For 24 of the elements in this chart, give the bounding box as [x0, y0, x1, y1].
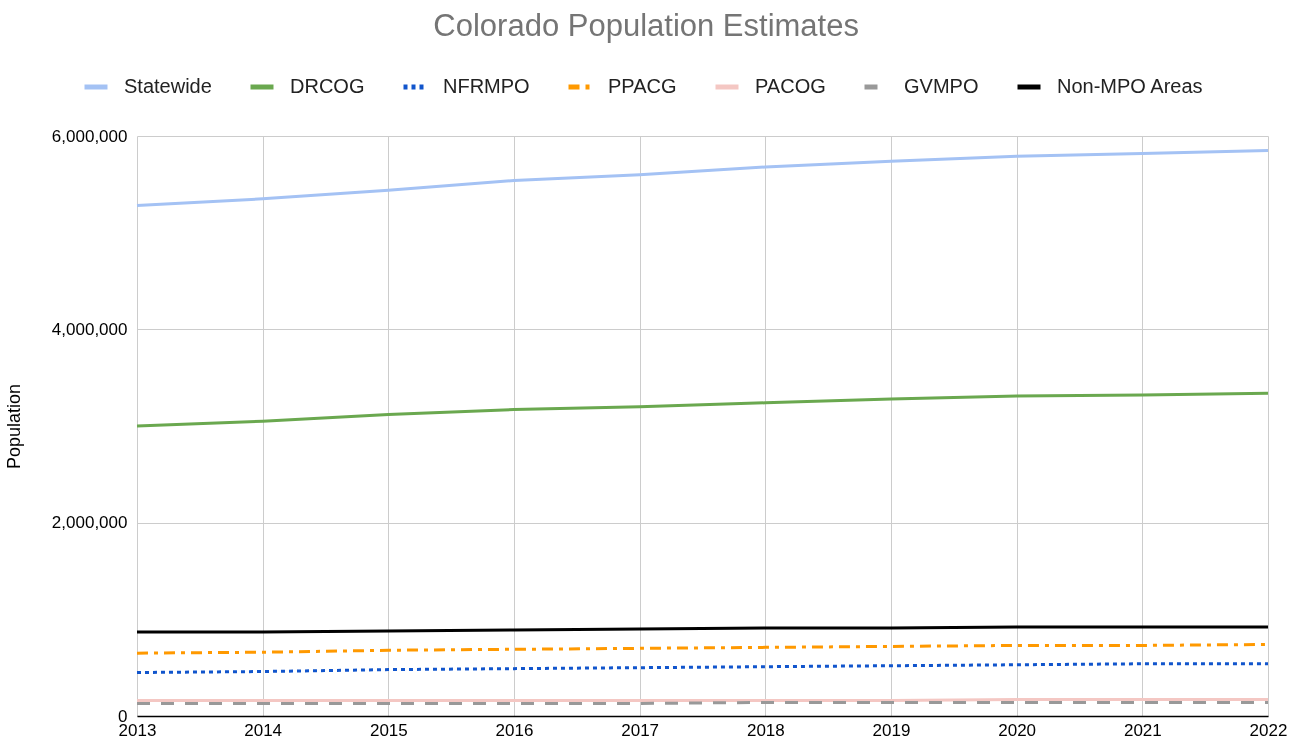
x-tick-label: 2017	[621, 720, 660, 740]
legend-label: PACOG	[755, 75, 826, 97]
y-axis-title: Population	[3, 383, 24, 470]
y-tick-label: 2,000,000	[51, 513, 128, 533]
x-tick-label: 2021	[1123, 720, 1162, 740]
x-tick-label: 2022	[1249, 720, 1288, 740]
line-series	[135, 391, 1270, 428]
legend-label: Statewide	[124, 75, 212, 97]
line-series	[135, 149, 1270, 208]
line-series	[135, 662, 1270, 674]
x-tick-label: 2015	[369, 720, 408, 740]
legend-label: DRCOG	[290, 75, 365, 97]
legend-label: NFRMPO	[443, 75, 530, 97]
legend-label: Non-MPO Areas	[1057, 75, 1203, 97]
y-tick-label: 4,000,000	[51, 319, 128, 339]
legend-label: PPACG	[608, 75, 677, 97]
x-tick-label: 2020	[998, 720, 1037, 740]
x-tick-label: 2016	[495, 720, 534, 740]
x-tick-label: 2019	[872, 720, 911, 740]
chart-title: Colorado Population Estimates	[433, 8, 859, 43]
legend-label: GVMPO	[904, 75, 979, 97]
x-tick-label: 2014	[244, 720, 283, 740]
x-tick-label: 2018	[746, 720, 785, 740]
y-tick-label: 6,000,000	[51, 126, 128, 146]
